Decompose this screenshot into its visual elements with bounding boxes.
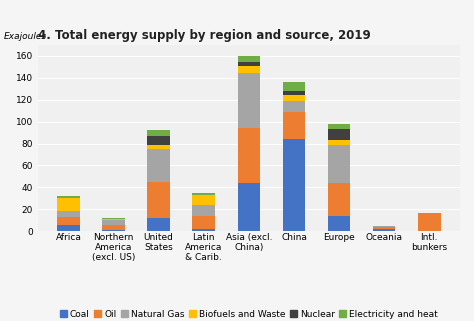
Bar [102, 230, 125, 231]
Bar [328, 144, 350, 183]
Bar [147, 130, 170, 136]
Text: 4. Total energy supply by region and source, 2019: 4. Total energy supply by region and sou… [38, 30, 371, 42]
Bar [192, 195, 215, 205]
Bar [57, 217, 80, 225]
Bar [328, 216, 350, 231]
Bar [102, 219, 125, 220]
Bar [283, 139, 305, 231]
Bar [192, 193, 215, 195]
Bar [147, 136, 170, 144]
Bar [57, 196, 80, 198]
Bar [237, 56, 260, 63]
Bar [237, 66, 260, 74]
Bar [102, 225, 125, 230]
Bar [373, 229, 395, 231]
Bar [418, 213, 441, 231]
Bar [147, 144, 170, 149]
Bar [237, 74, 260, 128]
Bar [237, 63, 260, 66]
Bar [283, 82, 305, 91]
Bar [283, 112, 305, 139]
Legend: Coal, Oil, Natural Gas, Biofuels and Waste, Nuclear, Electricity and heat: Coal, Oil, Natural Gas, Biofuels and Was… [56, 306, 441, 321]
Bar [102, 220, 125, 225]
Bar [283, 91, 305, 95]
Bar [57, 225, 80, 231]
Bar [237, 128, 260, 183]
Bar [192, 229, 215, 231]
Bar [102, 218, 125, 219]
Text: Exajoules: Exajoules [4, 32, 47, 41]
Bar [328, 124, 350, 129]
Bar [192, 216, 215, 229]
Bar [192, 205, 215, 216]
Bar [328, 140, 350, 144]
Bar [237, 183, 260, 231]
Bar [57, 212, 80, 217]
Bar [373, 227, 395, 229]
Bar [373, 226, 395, 227]
Bar [283, 95, 305, 101]
Bar [147, 182, 170, 218]
Bar [147, 218, 170, 231]
Bar [147, 149, 170, 182]
Bar [57, 198, 80, 212]
Bar [328, 129, 350, 140]
Bar [283, 101, 305, 112]
Bar [328, 183, 350, 216]
